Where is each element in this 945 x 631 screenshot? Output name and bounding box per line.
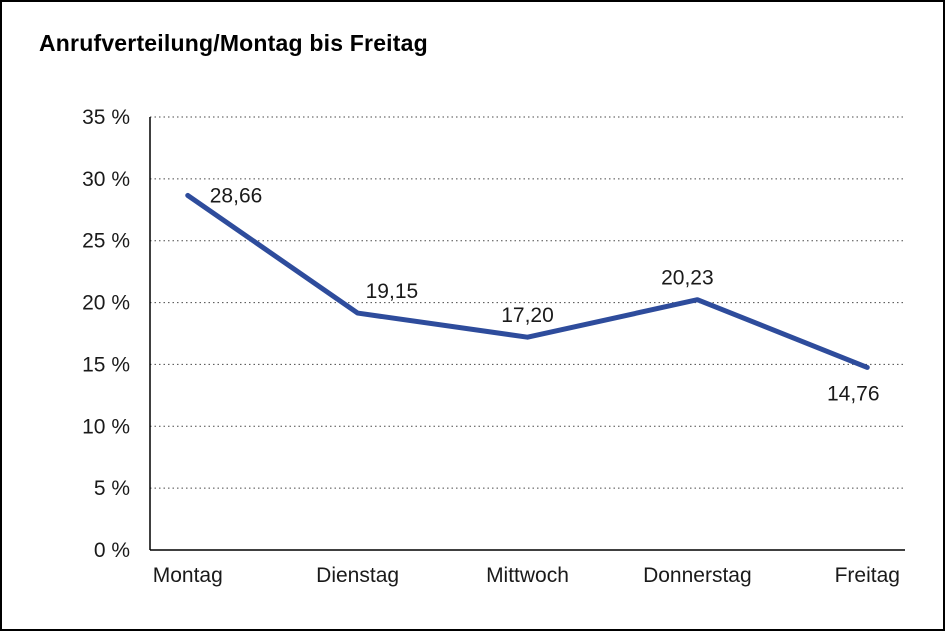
y-axis-tick-label: 20 %	[82, 292, 130, 315]
y-axis-tick-label: 10 %	[82, 415, 130, 438]
chart-title: Anrufverteilung/Montag bis Freitag	[39, 30, 428, 56]
data-point-label: 17,20	[501, 304, 554, 327]
y-axis-tick-label: 30 %	[82, 168, 130, 191]
data-point-label: 19,15	[366, 280, 419, 303]
y-axis-tick-label: 25 %	[82, 230, 130, 253]
x-axis-tick-label: Donnerstag	[643, 564, 752, 587]
y-axis-tick-label: 35 %	[82, 106, 130, 129]
y-axis-tick-label: 0 %	[94, 539, 130, 562]
data-point-label: 20,23	[661, 267, 714, 290]
y-axis-tick-label: 15 %	[82, 353, 130, 376]
series-line	[185, 192, 870, 370]
data-point-label: 28,66	[210, 184, 263, 207]
x-axis-tick-label: Freitag	[835, 564, 900, 587]
x-axis-tick-label: Montag	[153, 564, 223, 587]
y-axis-tick-label: 5 %	[94, 477, 130, 500]
x-axis-tick-label: Mittwoch	[486, 564, 569, 587]
x-axis-tick-label: Dienstag	[316, 564, 399, 587]
data-point-label: 14,76	[827, 382, 880, 405]
